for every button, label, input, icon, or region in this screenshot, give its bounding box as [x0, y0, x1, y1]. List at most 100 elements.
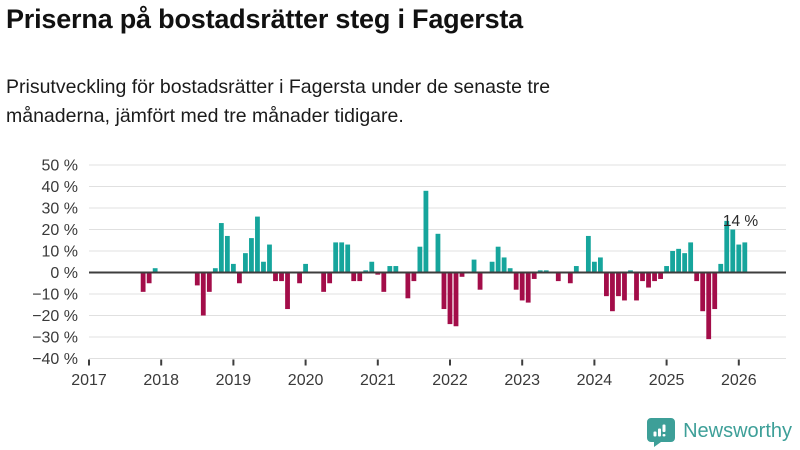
bar-2023-06	[555, 272, 561, 282]
bar-2021-02	[387, 266, 393, 273]
bar-2025-12	[736, 244, 742, 273]
bar-2019-09	[285, 272, 290, 310]
bar-2018-12	[230, 263, 236, 273]
bar-2019-01	[237, 272, 242, 284]
bar-2024-06	[628, 270, 633, 273]
bar-2022-10	[507, 268, 513, 273]
x-axis-label: 2023	[504, 372, 540, 389]
bar-2024-07	[634, 272, 639, 301]
bar-2024-05	[622, 272, 627, 301]
bar-2023-03	[537, 270, 543, 273]
bar-2018-07	[200, 272, 206, 316]
bar-2020-05	[333, 242, 339, 273]
bar-2019-11	[297, 272, 302, 284]
bar-2021-12	[447, 272, 453, 325]
bar-2021-05	[405, 272, 411, 299]
x-axis-label: 2021	[360, 372, 396, 389]
bar-2018-08	[206, 272, 212, 292]
bar-2019-02	[243, 253, 248, 273]
bar-2020-04	[327, 272, 333, 284]
newsworthy-logo[interactable]: Newsworthy	[646, 416, 792, 447]
x-axis-label: 2024	[577, 372, 613, 389]
bar-2018-06	[194, 272, 200, 286]
bar-2024-09	[646, 272, 651, 288]
bar-2024-02	[604, 272, 609, 297]
bar-2018-09	[212, 268, 218, 273]
bar-2025-10	[724, 220, 730, 273]
logo-text: Newsworthy	[683, 420, 792, 442]
bar-2021-08	[423, 190, 429, 273]
bar-2019-06	[267, 244, 272, 273]
y-axis-label: −10 %	[32, 287, 78, 304]
bar-2020-08	[351, 272, 357, 282]
bar-2017-11	[152, 268, 158, 273]
bar-2022-05	[477, 272, 483, 290]
price-bar-chart: 50 % 40 % 30 % 20 % 10 % 0 % −10 % −20 % −30 % −4…	[32, 158, 786, 389]
bar-2020-09	[357, 272, 363, 282]
bar-2019-07	[273, 272, 278, 282]
bar-2025-11	[730, 229, 736, 273]
bar-2025-01	[670, 251, 675, 273]
bar-2025-07	[706, 272, 712, 340]
bar-2017-09	[140, 272, 146, 292]
bar-2022-02	[459, 272, 465, 277]
bar-2019-05	[261, 261, 266, 273]
bar-2023-08	[567, 272, 573, 284]
bar-2026-01	[742, 242, 748, 273]
bar-2018-11	[224, 235, 230, 273]
bar-2023-02	[531, 272, 537, 279]
y-axis-label: −30 %	[32, 330, 78, 347]
bar-2019-04	[255, 216, 260, 273]
bar-2021-01	[381, 272, 387, 292]
bar-2018-10	[218, 223, 224, 273]
bar-2020-03	[321, 272, 327, 292]
bar-2020-10	[363, 270, 369, 273]
y-axis-label: 30 %	[42, 201, 78, 218]
bar-2023-12	[591, 261, 597, 273]
bar-2022-08	[495, 246, 501, 273]
value-annotation: 14 %	[723, 213, 759, 230]
bar-2022-11	[513, 272, 519, 290]
bar-2023-01	[525, 272, 531, 303]
bar-2022-09	[501, 257, 507, 273]
bar-2023-09	[573, 266, 579, 273]
bar-2024-10	[652, 272, 657, 282]
bar-2020-07	[345, 244, 351, 273]
bar-2025-03	[682, 253, 688, 273]
bar-2025-05	[694, 272, 700, 282]
y-axis-label: −40 %	[32, 351, 78, 368]
bar-2025-04	[688, 242, 694, 273]
bar-2025-08	[712, 272, 718, 310]
x-axis-label: 2017	[71, 372, 107, 389]
bar-2022-07	[489, 261, 495, 273]
bar-2022-01	[453, 272, 459, 327]
bar-2022-12	[519, 272, 525, 301]
bar-2025-02	[676, 248, 682, 273]
bar-2021-06	[411, 272, 417, 282]
bar-2023-11	[585, 235, 591, 273]
y-axis-label: 40 %	[42, 179, 78, 196]
bar-2024-08	[640, 272, 645, 282]
bar-2019-12	[303, 263, 308, 273]
y-axis-label: 20 %	[42, 222, 78, 239]
bar-2024-04	[616, 272, 621, 297]
bar-2020-06	[339, 242, 345, 273]
bar-2021-11	[441, 272, 447, 310]
chart-title: Priserna på bostadsrätter steg i Fagerst…	[6, 4, 523, 34]
bar-2024-03	[610, 272, 615, 312]
bar-2025-06	[700, 272, 706, 312]
chart-subtitle: Prisutveckling för bostadsrätter i Fager…	[6, 76, 551, 128]
x-axis-label: 2025	[649, 372, 685, 389]
bar-2021-10	[435, 233, 441, 273]
bar-2024-11	[658, 272, 663, 279]
bar-2020-11	[369, 261, 375, 273]
x-axis-label: 2020	[288, 372, 324, 389]
y-axis-label: 50 %	[42, 158, 78, 175]
bar-2021-03	[393, 266, 399, 273]
bar-2021-07	[417, 246, 423, 273]
y-axis-label: 10 %	[42, 244, 78, 261]
bar-2020-12	[375, 272, 381, 275]
bar-2019-08	[279, 272, 284, 282]
y-axis-label: −20 %	[32, 308, 78, 325]
